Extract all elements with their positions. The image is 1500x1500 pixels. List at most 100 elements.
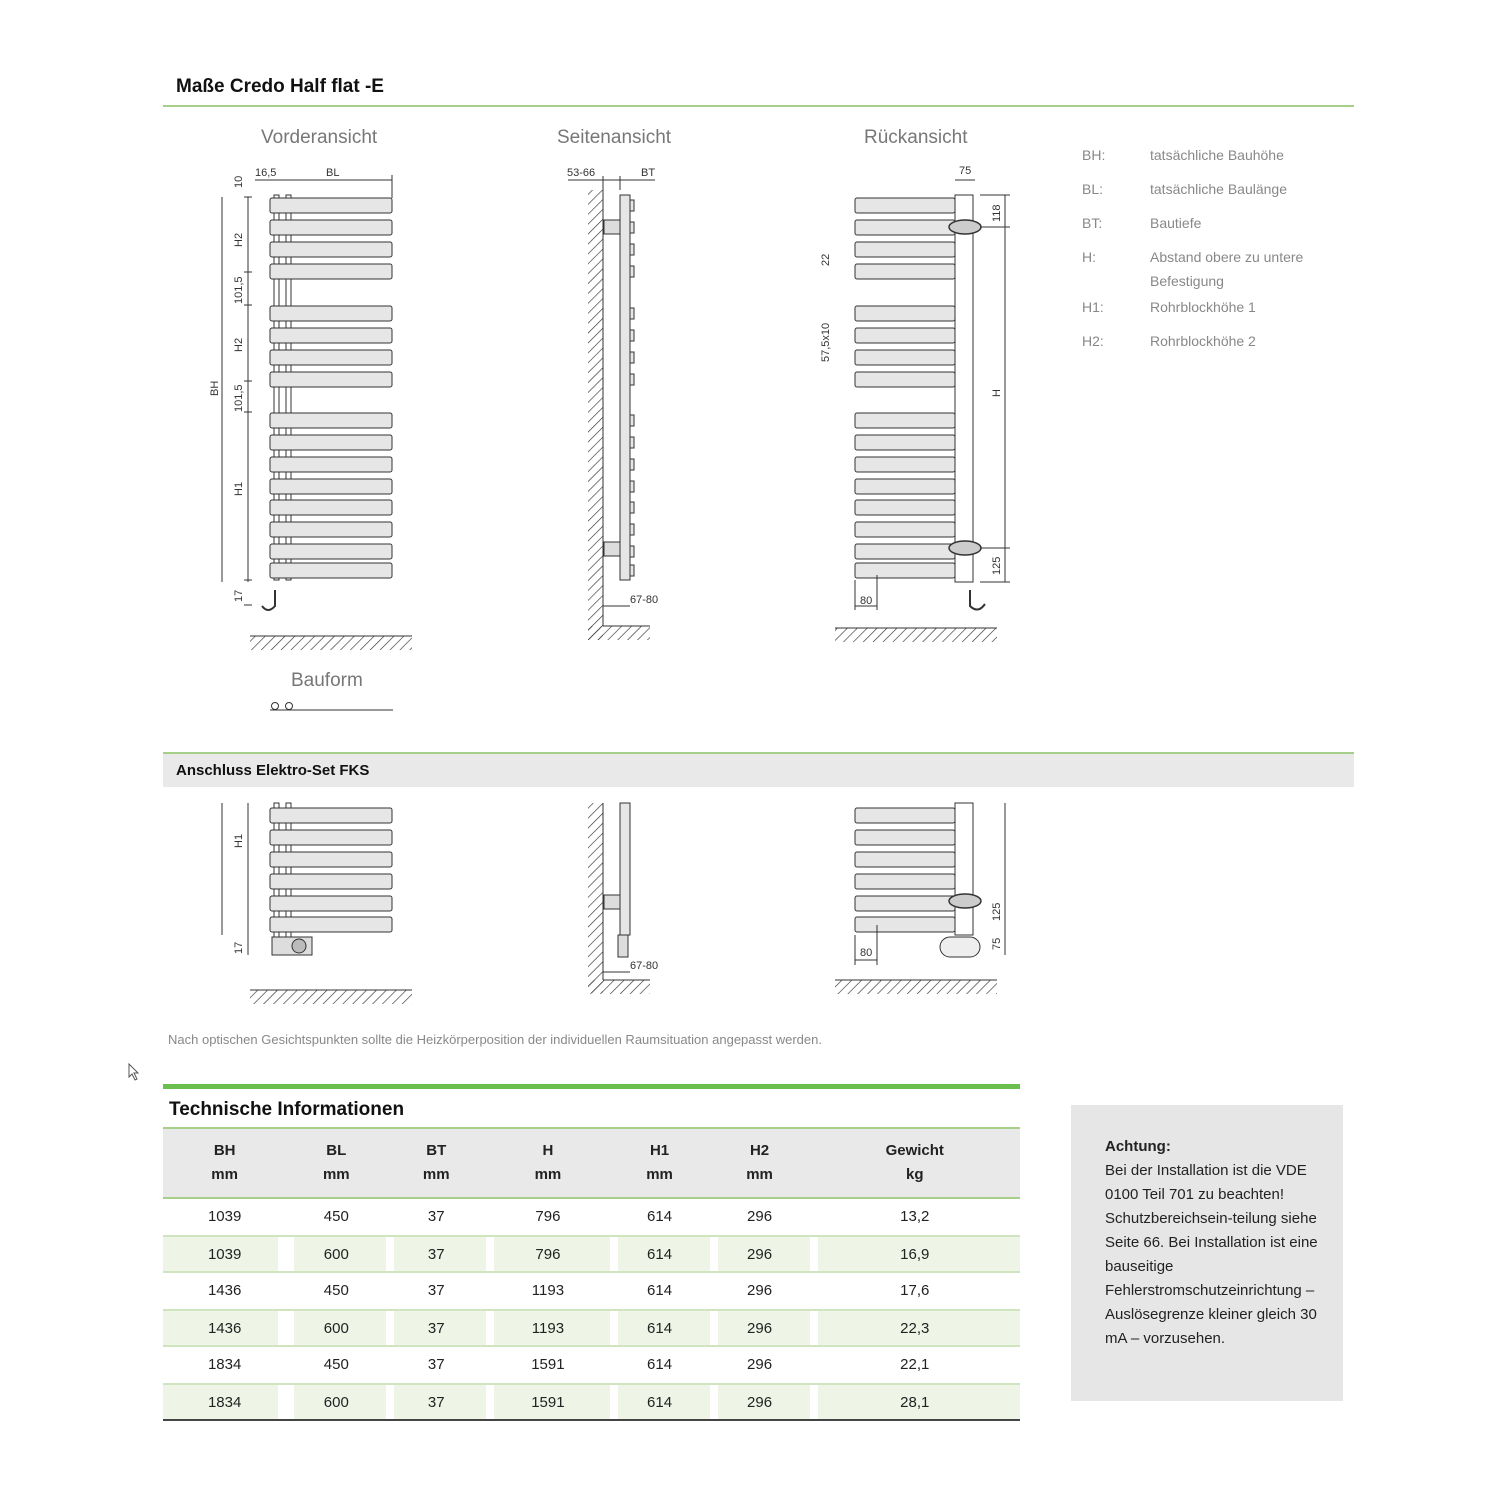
column-header: BH mm bbox=[163, 1127, 287, 1199]
back-view-title: Rückansicht bbox=[864, 127, 968, 148]
table-cell: 37 bbox=[386, 1383, 487, 1421]
table-cell: 1039 bbox=[163, 1199, 287, 1235]
table-cell: 296 bbox=[709, 1235, 810, 1273]
table-cell: 614 bbox=[609, 1199, 710, 1235]
table-cell: 296 bbox=[709, 1309, 810, 1347]
column-header: Gewicht kg bbox=[809, 1127, 1020, 1199]
side-bar-tab bbox=[629, 545, 635, 558]
page-title: Maße Credo Half flat -E bbox=[176, 76, 384, 97]
table-cell: 796 bbox=[486, 1235, 610, 1273]
el-dim-67-80: 67-80 bbox=[630, 960, 658, 972]
dim-17: 17 bbox=[233, 590, 245, 602]
front-bar bbox=[269, 499, 393, 516]
column-header-unit: kg bbox=[906, 1166, 924, 1183]
el-dim-75: 75 bbox=[991, 938, 1003, 950]
side-view-title: Seitenansicht bbox=[557, 127, 672, 148]
floor-hatch bbox=[588, 980, 650, 994]
side-bar-tab bbox=[629, 414, 635, 427]
el-back-pipe bbox=[954, 802, 974, 936]
side-bar-tab bbox=[629, 265, 635, 278]
front-view-title: Vorderansicht bbox=[261, 127, 378, 148]
column-header-unit: mm bbox=[534, 1166, 562, 1183]
el-front-bar bbox=[269, 851, 393, 868]
back-bar bbox=[854, 197, 956, 214]
front-bar bbox=[269, 371, 393, 388]
table-row: 1436 450 37 1193 614 296 17,6 bbox=[163, 1273, 1020, 1309]
table-cell: 450 bbox=[286, 1273, 387, 1309]
dim-h: H bbox=[991, 389, 1003, 397]
column-header-label: BH bbox=[213, 1142, 236, 1159]
back-bracket bbox=[948, 540, 982, 556]
warning-box: Achtung: Bei der Installation ist die VD… bbox=[1071, 1105, 1343, 1401]
back-bar bbox=[854, 478, 956, 495]
el-front-bar bbox=[269, 829, 393, 846]
section-elektro-title: Anschluss Elektro-Set FKS bbox=[176, 762, 370, 779]
table-cell: 1834 bbox=[163, 1383, 287, 1421]
dim-125: 125 bbox=[991, 557, 1003, 575]
legend-text: tatsächliche Bauhöhe bbox=[1150, 147, 1284, 163]
table-cell: 614 bbox=[609, 1235, 710, 1273]
table-cell: 1834 bbox=[163, 1347, 287, 1383]
front-bar bbox=[269, 263, 393, 280]
table-cell: 450 bbox=[286, 1199, 387, 1235]
side-bar-tab bbox=[629, 458, 635, 471]
column-header: BT mm bbox=[386, 1127, 487, 1199]
table-row: 1834 450 37 1591 614 296 22,1 bbox=[163, 1347, 1020, 1383]
legend-text: Bautiefe bbox=[1150, 215, 1202, 231]
side-bar-tab bbox=[629, 307, 635, 320]
column-header-label: H2 bbox=[749, 1142, 770, 1159]
floor-hatch bbox=[835, 980, 997, 994]
table-cell: 296 bbox=[709, 1383, 810, 1421]
back-bar bbox=[854, 562, 956, 579]
warning-title: Achtung: bbox=[1105, 1138, 1171, 1155]
table-row: 1039 450 37 796 614 296 13,2 bbox=[163, 1199, 1020, 1235]
dim-22: 22 bbox=[820, 254, 832, 266]
floor-hatch bbox=[588, 626, 650, 640]
column-header: H1 mm bbox=[609, 1127, 710, 1199]
front-bar bbox=[269, 478, 393, 495]
el-dim-17: 17 bbox=[233, 942, 245, 954]
legend-item: H: Abstand obere zu untere Befestigung bbox=[1082, 245, 1342, 293]
column-header-unit: mm bbox=[422, 1166, 450, 1183]
back-bar bbox=[854, 371, 956, 388]
bauform-pipe bbox=[285, 702, 293, 710]
front-bar bbox=[269, 543, 393, 560]
legend-item: BT: Bautiefe bbox=[1082, 211, 1342, 235]
floor-hatch bbox=[250, 990, 412, 1004]
positioning-note: Nach optischen Gesichtspunkten sollte di… bbox=[168, 1032, 822, 1047]
front-bar bbox=[269, 349, 393, 366]
table-cell: 796 bbox=[486, 1199, 610, 1235]
table-cell: 600 bbox=[286, 1309, 387, 1347]
back-bar bbox=[854, 434, 956, 451]
table-cell: 13,2 bbox=[809, 1199, 1020, 1235]
table-cell: 1193 bbox=[486, 1309, 610, 1347]
el-back-bar bbox=[854, 873, 956, 890]
side-bar-tab bbox=[629, 351, 635, 364]
legend-item: H2: Rohrblockhöhe 2 bbox=[1082, 329, 1342, 353]
table-cell: 22,3 bbox=[809, 1309, 1020, 1347]
legend: BH: tatsächliche Bauhöhe BL: tatsächliche … bbox=[1082, 143, 1342, 363]
el-dim-h1: H1 bbox=[233, 834, 245, 848]
dim-67-80: 67-80 bbox=[630, 594, 658, 606]
table-cell: 16,9 bbox=[809, 1235, 1020, 1273]
dim-16-5: 16,5 bbox=[255, 167, 276, 179]
tech-info-bar bbox=[163, 1084, 1020, 1089]
legend-key: BL: bbox=[1082, 181, 1104, 197]
legend-text: Rohrblockhöhe 2 bbox=[1150, 333, 1256, 349]
legend-key: BT: bbox=[1082, 215, 1103, 231]
warning-text: Bei der Installation ist die VDE 0100 Te… bbox=[1105, 1162, 1318, 1347]
wall-bracket bbox=[603, 894, 621, 910]
el-back-bar bbox=[854, 895, 956, 912]
back-bar bbox=[854, 456, 956, 473]
table-cell: 1591 bbox=[486, 1347, 610, 1383]
column-header: BL mm bbox=[286, 1127, 387, 1199]
el-side-radiator bbox=[619, 802, 631, 936]
column-header-label: BT bbox=[426, 1142, 447, 1159]
table-cell: 37 bbox=[386, 1235, 487, 1273]
column-header-unit: mm bbox=[746, 1166, 773, 1183]
